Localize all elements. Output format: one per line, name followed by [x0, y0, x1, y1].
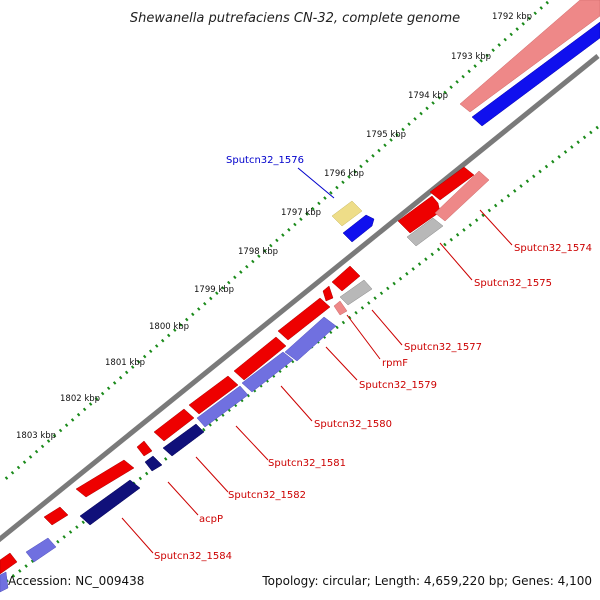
gene-red-1581a: [188, 375, 239, 415]
gene-label-sputcn32-1579: Sputcn32_1579: [359, 380, 437, 391]
gene-red-1574a: [397, 195, 441, 234]
gene-blue-near-1576: [342, 214, 375, 243]
scale-label-1792: 1792 kbp: [492, 12, 532, 22]
gene-label-sputcn32-1582: Sputcn32_1582: [228, 490, 306, 501]
gene-label-rpmf: rpmF: [382, 358, 408, 369]
gene-label-sputcn32-1575: Sputcn32_1575: [474, 278, 552, 289]
map-title: Shewanella putrefaciens CN-32, complete …: [130, 11, 460, 26]
scale-label-1802: 1802 kbp: [60, 394, 100, 404]
label-leader-lines: [121, 167, 513, 554]
scale-label-1796: 1796 kbp: [324, 169, 364, 179]
scale-label-1801: 1801 kbp: [105, 358, 145, 368]
gene-labels: Sputcn32_1576 Sputcn32_1574 Sputcn32_157…: [154, 155, 592, 562]
gene-red-1581b: [153, 408, 195, 442]
gene-pink-long-top: [459, 0, 600, 113]
gene-label-acpp: acpP: [199, 514, 223, 525]
scale-label-1797: 1797 kbp: [281, 208, 321, 218]
scale-label-1803: 1803 kbp: [16, 431, 56, 441]
gene-blue-long-top: [471, 21, 600, 127]
gene-pink-1575: [434, 170, 490, 222]
gene-label-sputcn32-1576: Sputcn32_1576: [226, 155, 304, 166]
gene-label-sputcn32-1574: Sputcn32_1574: [514, 243, 592, 254]
gene-navy-1584: [79, 479, 141, 526]
gene-red-1582: [75, 459, 135, 498]
genome-summary-text: Topology: circular; Length: 4,659,220 bp…: [261, 574, 592, 588]
scale-label-1795: 1795 kbp: [366, 130, 406, 140]
scale-labels: 1792 kbp 1793 kbp 1794 kbp 1795 kbp 1796…: [16, 12, 532, 441]
gene-red-rpmF: [322, 285, 334, 302]
gene-red-1580: [233, 336, 287, 381]
gene-lavender-1579: [284, 316, 337, 362]
gene-navy-acpP: [144, 455, 163, 472]
accession-text: Accession: NC_009438: [8, 574, 144, 588]
gene-red-1577a: [331, 265, 361, 292]
genome-backbone: [0, 54, 600, 543]
gene-gray-1577: [339, 279, 373, 306]
gene-red-1579: [277, 297, 331, 341]
gene-red-acpP: [136, 440, 153, 457]
gene-lavender-1584b: [25, 537, 57, 563]
gene-lavender-edge: [0, 571, 9, 593]
scale-label-1794: 1794 kbp: [408, 91, 448, 101]
scale-label-1798: 1798 kbp: [238, 247, 278, 257]
outer-tick-ring: [1, 0, 549, 484]
gene-navy-1582a: [162, 423, 205, 457]
gene-red-edge: [0, 552, 18, 575]
gene-sputcn32-1576: [331, 200, 363, 227]
gene-label-sputcn32-1580: Sputcn32_1580: [314, 419, 392, 430]
scale-label-1799: 1799 kbp: [194, 285, 234, 295]
gene-lavender-1580: [241, 351, 294, 393]
scale-label-1800: 1800 kbp: [149, 322, 189, 332]
gene-label-sputcn32-1581: Sputcn32_1581: [268, 458, 346, 469]
gene-red-1584: [43, 506, 69, 526]
gene-lavender-1581: [196, 385, 249, 428]
gene-red-1574b: [429, 166, 475, 201]
gene-label-sputcn32-1577: Sputcn32_1577: [404, 342, 482, 353]
gene-gray-1575: [406, 217, 444, 247]
gene-pink-rpmF: [333, 300, 348, 316]
gene-label-sputcn32-1584: Sputcn32_1584: [154, 551, 232, 562]
scale-label-1793: 1793 kbp: [451, 52, 491, 62]
